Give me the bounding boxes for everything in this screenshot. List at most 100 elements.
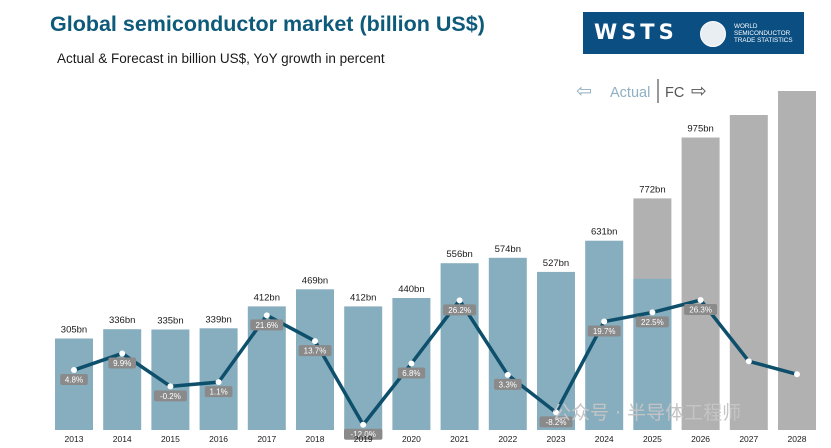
- growth-point-2025: [649, 309, 656, 316]
- growth-label-bg-2016: [204, 386, 233, 398]
- growth-label-bg-2013: [60, 374, 88, 386]
- growth-point-2014: [119, 350, 126, 357]
- tick-label-2023: 2023: [547, 434, 566, 444]
- growth-label-2025: 22.5%: [641, 318, 664, 327]
- growth-label-bg-2019: [344, 428, 383, 440]
- bar-label-2013: 305bn: [61, 325, 87, 336]
- tick-label-2019: 2019: [354, 434, 373, 444]
- tick-label-2024: 2024: [595, 434, 614, 444]
- growth-label-bg-2026: [684, 304, 718, 316]
- bar-label-2024: 631bn: [591, 227, 617, 238]
- tick-label-2025: 2025: [643, 434, 662, 444]
- growth-label-2024: 19.7%: [593, 327, 616, 336]
- tick-label-2026: 2026: [691, 434, 710, 444]
- bar-2021: [440, 263, 479, 430]
- growth-label-2026: 26.3%: [689, 306, 712, 315]
- tick-label-2014: 2014: [113, 434, 132, 444]
- growth-label-2015: -0.2%: [160, 392, 181, 401]
- bar-label-2017: 412bn: [254, 292, 280, 303]
- tick-label-2027: 2027: [739, 434, 758, 444]
- wsts-logo: WSTS WORLD SEMICONDUCTOR TRADE STATISTIC…: [583, 12, 804, 54]
- bar-label-2020: 440bn: [398, 284, 424, 295]
- right-arrow-icon: ⇨: [691, 80, 707, 102]
- bar-2022: [488, 257, 527, 430]
- bar-layer: [55, 91, 816, 430]
- legend: ⇦ Actual FC ⇨: [576, 79, 707, 103]
- tick-label-2016: 2016: [209, 434, 228, 444]
- growth-label-2014: 9.9%: [113, 359, 131, 368]
- growth-label-2022: 3.3%: [499, 380, 517, 389]
- legend-forecast: FC: [665, 85, 684, 101]
- growth-point-2019: [360, 421, 367, 428]
- bar-label-2019: 412bn: [350, 292, 376, 303]
- growth-point-2026: [697, 297, 704, 304]
- tick-label-2022: 2022: [498, 434, 517, 444]
- growth-point-2016: [215, 379, 222, 386]
- page-title: Global semiconductor market (billion US$…: [50, 12, 485, 36]
- growth-point-2015: [167, 383, 174, 390]
- bar-2026: [681, 137, 720, 430]
- tick-label-2017: 2017: [257, 434, 276, 444]
- growth-label-bg-2020: [397, 367, 426, 379]
- growth-point-2020: [408, 360, 415, 367]
- tick-label-2020: 2020: [402, 434, 421, 444]
- chart-subtitle: Actual & Forecast in billion US$, YoY gr…: [57, 51, 385, 66]
- growth-point-2013: [71, 367, 77, 374]
- bar-2025-actual-portion: [633, 278, 672, 430]
- globe-icon: [700, 21, 726, 47]
- growth-point-2022: [504, 371, 511, 378]
- bar-2015: [151, 329, 190, 430]
- bar-label-2023: 527bn: [543, 258, 569, 269]
- growth-label-bg-2015: [153, 390, 187, 402]
- logo-text: WORLD SEMICONDUCTOR TRADE STATISTICS: [734, 23, 793, 44]
- growth-label-bg-2018: [298, 345, 332, 357]
- growth-label-2013: 4.8%: [65, 376, 83, 385]
- bar-2014: [103, 329, 142, 430]
- tick-label-2018: 2018: [306, 434, 325, 444]
- watermark: 公众号 · 半导体工程师: [552, 402, 742, 424]
- bar-label-2021: 556bn: [446, 249, 472, 260]
- tick-label-2028: 2028: [788, 434, 807, 444]
- tick-label-2013: 2013: [65, 434, 84, 444]
- bar-2027: [729, 115, 768, 430]
- growth-label-bg-2024: [587, 325, 621, 337]
- growth-line: [73, 298, 798, 427]
- bar-2018: [296, 289, 334, 430]
- growth-label-2018: 13.7%: [304, 347, 327, 356]
- x-axis: 2013 2014 2015 2016 2017 2018 2019 2020 2021 2022…: [65, 434, 807, 444]
- bar-label-2015: 335bn: [157, 316, 183, 327]
- bar-label-2025: 772bn: [639, 184, 665, 195]
- growth-label-bg-2022: [494, 378, 522, 390]
- growth-label-2023: -8.2%: [546, 418, 567, 427]
- growth-label-2019: -12.0%: [351, 430, 376, 439]
- growth-label-bg-2025: [635, 316, 669, 328]
- growth-label-2021: 26.2%: [448, 306, 471, 315]
- tick-label-2015: 2015: [161, 434, 180, 444]
- bar-2028: [778, 91, 816, 430]
- left-arrow-icon: ⇦: [576, 80, 592, 102]
- growth-point-2024: [601, 318, 608, 325]
- growth-point-2023: [553, 409, 559, 416]
- bar-label-2022: 574bn: [495, 244, 521, 255]
- growth-point-2017: [263, 312, 270, 319]
- legend-actual: Actual: [610, 85, 650, 101]
- growth-label-bg-2021: [443, 304, 477, 316]
- bar-label-2026: 975bn: [687, 124, 713, 135]
- growth-point-2021: [456, 297, 463, 304]
- bar-label-2014: 336bn: [109, 315, 135, 326]
- growth-label-bg-2017: [250, 319, 284, 331]
- bar-label-2018: 469bn: [302, 275, 328, 286]
- logo-mark: WSTS: [594, 20, 678, 44]
- bar-value-labels: 305bn 336bn 335bn 339bn 412bn 469bn 412bn 440bn…: [61, 124, 714, 336]
- tick-label-2021: 2021: [450, 434, 469, 444]
- growth-point-2018: [312, 338, 318, 345]
- growth-point-2027: [745, 358, 752, 365]
- growth-line-layer: 4.8% 9.9% -0.2% 1.1% 21.6% 13.7% -12.0% 6.8% 26.…: [60, 297, 800, 440]
- growth-label-2017: 21.6%: [255, 321, 278, 330]
- growth-label-2016: 1.1%: [209, 388, 227, 397]
- growth-label-bg-2014: [108, 357, 136, 369]
- bar-2019: [344, 306, 383, 430]
- growth-point-2028: [794, 371, 800, 378]
- growth-label-2020: 6.8%: [402, 369, 420, 378]
